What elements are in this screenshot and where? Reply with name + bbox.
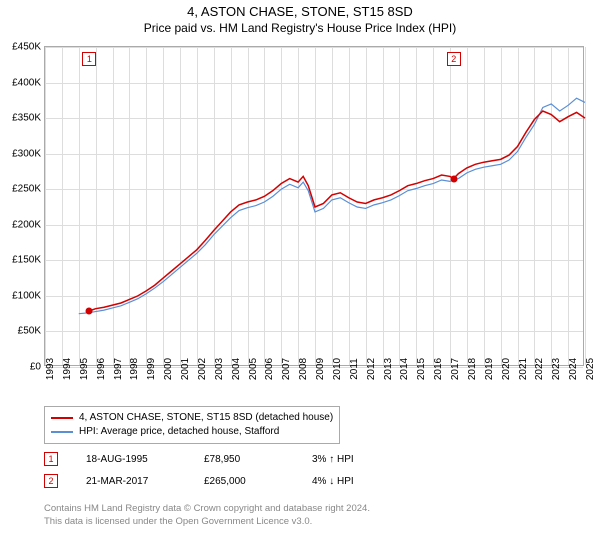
ytick-label: £400K (12, 77, 41, 88)
ytick-label: £250K (12, 184, 41, 195)
ytick-label: £0 (30, 362, 41, 373)
sale-marker-dot (86, 307, 93, 314)
sales-index-box: 2 (44, 474, 58, 488)
sale-marker-label: 2 (447, 52, 461, 66)
legend-label: 4, ASTON CHASE, STONE, ST15 8SD (detache… (79, 411, 333, 425)
footnote-line2: This data is licensed under the Open Gov… (44, 515, 370, 528)
sale-marker-dot (450, 175, 457, 182)
sales-price: £78,950 (204, 454, 284, 465)
sale-marker-label: 1 (82, 52, 96, 66)
plot-area: £0£50K£100K£150K£200K£250K£300K£350K£400… (44, 46, 584, 366)
legend-row: 4, ASTON CHASE, STONE, ST15 8SD (detache… (51, 411, 333, 425)
footnote: Contains HM Land Registry data © Crown c… (44, 502, 370, 528)
chart-title: 4, ASTON CHASE, STONE, ST15 8SD (0, 0, 600, 19)
ytick-label: £150K (12, 255, 41, 266)
sales-date: 21-MAR-2017 (86, 476, 176, 487)
ytick-label: £450K (12, 42, 41, 53)
series-hpi (79, 98, 585, 313)
ytick-label: £350K (12, 113, 41, 124)
legend-swatch (51, 417, 73, 419)
price-chart-container: 4, ASTON CHASE, STONE, ST15 8SD Price pa… (0, 0, 600, 560)
sales-row: 2 21-MAR-2017 £265,000 4% ↓ HPI (44, 470, 354, 492)
legend-row: HPI: Average price, detached house, Staf… (51, 425, 333, 439)
sales-delta: 3% ↑ HPI (312, 454, 354, 465)
sales-price: £265,000 (204, 476, 284, 487)
xtick-label: 2025 (585, 358, 596, 380)
ytick-label: £100K (12, 290, 41, 301)
footnote-line1: Contains HM Land Registry data © Crown c… (44, 502, 370, 515)
ytick-label: £300K (12, 148, 41, 159)
series-lines (45, 47, 583, 365)
sales-index-box: 1 (44, 452, 58, 466)
legend-label: HPI: Average price, detached house, Staf… (79, 425, 279, 439)
sales-row: 1 18-AUG-1995 £78,950 3% ↑ HPI (44, 448, 354, 470)
ytick-label: £200K (12, 219, 41, 230)
chart-subtitle: Price paid vs. HM Land Registry's House … (0, 19, 600, 41)
sales-date: 18-AUG-1995 (86, 454, 176, 465)
legend-box: 4, ASTON CHASE, STONE, ST15 8SD (detache… (44, 406, 340, 444)
legend-swatch (51, 431, 73, 433)
sales-delta: 4% ↓ HPI (312, 476, 354, 487)
ytick-label: £50K (18, 326, 41, 337)
gridline-v (585, 47, 586, 365)
sales-table: 1 18-AUG-1995 £78,950 3% ↑ HPI 2 21-MAR-2017 £… (44, 448, 354, 492)
